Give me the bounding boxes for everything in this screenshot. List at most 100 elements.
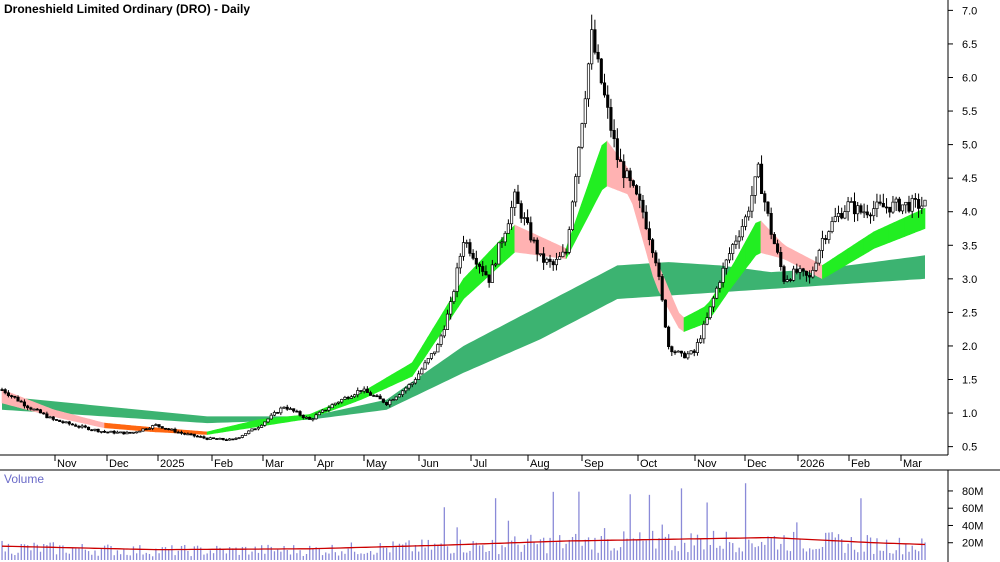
date-tick-label: Feb	[214, 458, 233, 470]
volume-bar	[373, 554, 375, 560]
candle-body	[346, 396, 350, 399]
candle-body	[602, 82, 607, 96]
date-tick-label: Nov	[697, 458, 717, 470]
short-term-band-segment	[196, 430, 203, 435]
volume-bar	[466, 552, 468, 560]
volume-bar	[71, 547, 74, 560]
candle-body	[862, 211, 866, 214]
candle-body	[901, 204, 905, 212]
candle-body	[279, 407, 283, 414]
price-tick-label: 6.0	[962, 72, 977, 84]
volume-bar	[908, 551, 910, 560]
volume-bar	[898, 537, 901, 560]
candle-body	[58, 419, 62, 422]
volume-bar	[33, 542, 35, 560]
candle-body	[609, 107, 613, 131]
candle-body	[54, 419, 59, 421]
volume-bar	[655, 548, 657, 560]
candle-body	[301, 414, 305, 418]
candle-body	[385, 401, 389, 406]
candle-body	[820, 238, 824, 251]
candle-body	[449, 301, 453, 315]
volume-bar	[693, 545, 695, 560]
candle-body	[503, 232, 507, 243]
volume-bar	[498, 554, 500, 560]
volume-bar	[395, 546, 397, 560]
volume-bar	[552, 491, 554, 560]
candle-body	[336, 401, 341, 404]
volume-bar	[530, 534, 532, 560]
volume-bar	[860, 498, 862, 560]
candle-body	[779, 251, 783, 267]
candle-body	[471, 253, 475, 259]
volume-bar	[879, 550, 881, 560]
candle-body	[378, 395, 382, 400]
candle-body	[234, 438, 238, 440]
short-term-band-segment	[832, 254, 839, 274]
candle-body	[635, 185, 639, 195]
volume-bar	[882, 550, 885, 560]
candle-body	[13, 395, 17, 398]
date-tick-label: Jul	[473, 458, 487, 470]
short-term-band-segment	[786, 246, 793, 264]
candle-body	[484, 271, 488, 276]
candle-body	[651, 239, 655, 254]
volume-bar	[139, 545, 141, 560]
volume-bar	[732, 543, 734, 560]
short-term-band-segment	[509, 224, 516, 258]
volume-bar	[825, 532, 827, 560]
candle-body	[80, 425, 84, 428]
volume-bar	[773, 536, 776, 560]
candle-body	[314, 414, 318, 420]
short-term-band-segment	[88, 418, 95, 426]
candle-body	[311, 418, 315, 421]
candle-body	[38, 409, 43, 414]
volume-bar	[523, 544, 526, 560]
volume-bar	[536, 544, 538, 560]
volume-bar	[193, 546, 195, 560]
candle-body	[740, 226, 744, 238]
price-tick-label: 0.5	[962, 442, 977, 454]
volume-bar	[430, 549, 433, 560]
volume-bar	[414, 545, 417, 560]
volume-bar	[539, 539, 542, 560]
volume-bar	[113, 555, 115, 560]
short-term-band-segment	[857, 238, 864, 259]
volume-bar	[546, 553, 548, 560]
candle-body	[824, 238, 828, 240]
candle-body	[231, 438, 235, 441]
volume-bar	[712, 530, 715, 560]
volume-bar	[719, 545, 721, 560]
candle-body	[580, 123, 584, 148]
chart-title: Droneshield Limited Ordinary (DRO) - Dai…	[4, 2, 250, 16]
candle-body	[683, 352, 687, 359]
candle-body	[711, 297, 716, 308]
volume-bar	[818, 548, 820, 560]
short-term-band-segment	[406, 362, 413, 379]
candle-body	[285, 406, 289, 410]
volume-bar	[78, 548, 80, 560]
volume-bar	[14, 555, 16, 560]
candle-body	[548, 258, 552, 262]
candle-body	[561, 251, 565, 257]
short-term-band-segment	[550, 241, 557, 258]
short-term-band-segment	[104, 422, 110, 429]
candle-body	[282, 406, 286, 409]
volume-bar	[507, 520, 510, 560]
volume-bar	[607, 539, 609, 560]
volume-bar	[917, 551, 920, 560]
candle-body	[67, 421, 71, 425]
candle-body	[663, 299, 667, 328]
short-term-band-segment	[796, 251, 803, 269]
volume-bar	[402, 544, 404, 560]
candle-body	[875, 201, 879, 210]
candle-body	[3, 389, 7, 394]
short-term-band-segment	[883, 224, 890, 246]
short-term-band-segment	[514, 224, 521, 254]
date-tick-label: Apr	[317, 458, 334, 470]
volume-bar	[584, 539, 586, 560]
short-term-band-segment	[253, 419, 259, 428]
volume-bar	[453, 552, 455, 560]
